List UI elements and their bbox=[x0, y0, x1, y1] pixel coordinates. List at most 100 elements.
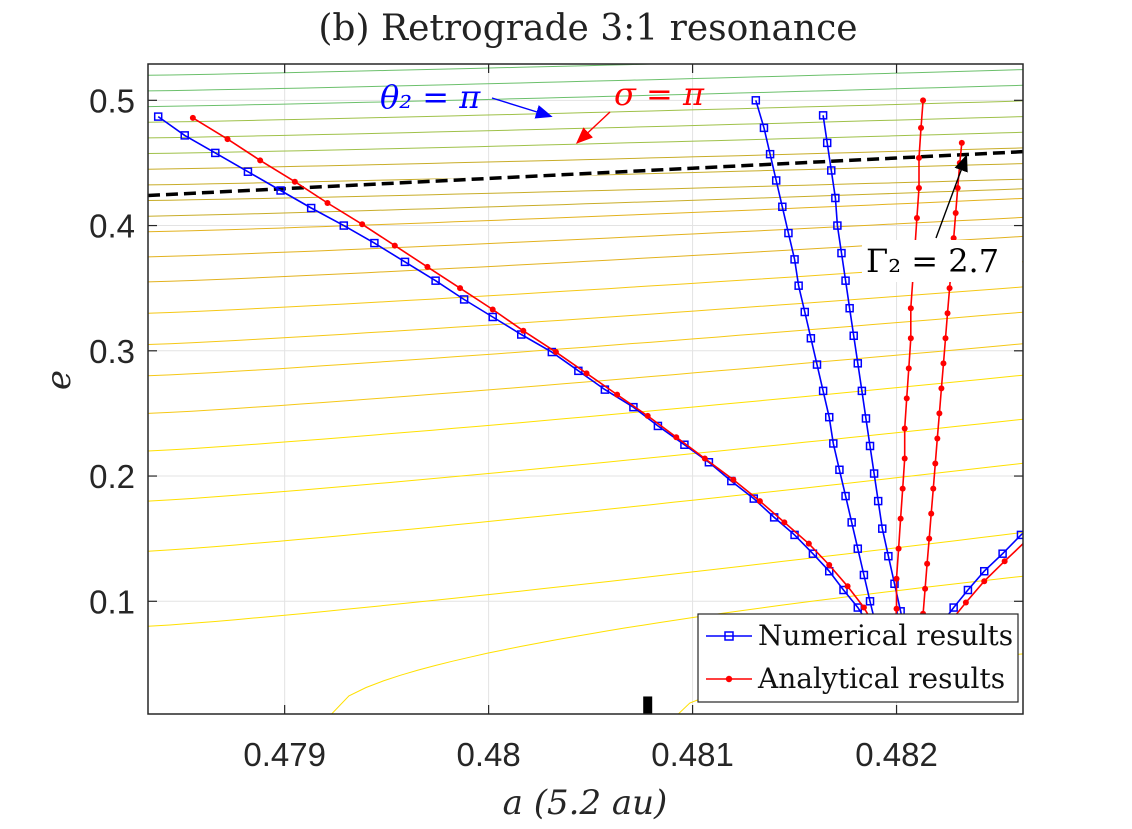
analytical-point bbox=[552, 349, 559, 356]
numerical-point bbox=[865, 441, 875, 451]
numerical-point bbox=[153, 112, 163, 121]
numerical-point bbox=[839, 585, 848, 595]
numerical-point bbox=[869, 469, 879, 478]
analytical-point bbox=[924, 560, 931, 567]
numerical-point bbox=[211, 148, 220, 158]
analytical-point bbox=[915, 184, 922, 191]
analytical-point bbox=[257, 157, 264, 164]
numerical-point bbox=[1038, 514, 1045, 521]
series-line-analytical bbox=[918, 142, 963, 664]
legend-analytical-marker bbox=[725, 675, 733, 683]
numerical-point bbox=[837, 248, 846, 258]
analytical-point bbox=[928, 510, 935, 517]
numerical-point bbox=[629, 402, 638, 412]
analytical-point bbox=[920, 97, 927, 104]
analytical-point bbox=[940, 360, 947, 367]
numerical-point bbox=[857, 386, 867, 396]
numerical-point bbox=[771, 176, 781, 185]
series-line-analytical bbox=[891, 100, 924, 668]
plot-frame bbox=[147, 63, 1024, 715]
x-axis-ticks: 0.479 0.48 0.481 0.482 bbox=[243, 64, 938, 773]
contour-line bbox=[148, 69, 1023, 92]
numerical-point bbox=[790, 255, 799, 264]
analytical-point bbox=[860, 604, 867, 611]
y-axis-ticks: 0.1 0.2 0.3 0.4 0.5 bbox=[89, 82, 1023, 620]
numerical-point bbox=[276, 186, 285, 195]
numerical-point bbox=[339, 221, 349, 230]
contour-line bbox=[148, 131, 1023, 154]
analytical-point bbox=[1128, 454, 1132, 460]
black-tick-mark bbox=[643, 696, 653, 714]
gamma-label-background bbox=[862, 240, 1022, 282]
analytical-point bbox=[903, 395, 910, 402]
contour-line bbox=[148, 531, 1023, 627]
numerical-point bbox=[949, 603, 958, 612]
chart-title: (b) Retrograde 3:1 resonance bbox=[318, 8, 857, 49]
contour-line bbox=[331, 575, 1023, 714]
numerical-point bbox=[765, 149, 775, 159]
numerical-point bbox=[835, 465, 844, 475]
analytical-point bbox=[936, 410, 943, 417]
analytical-point bbox=[520, 327, 527, 334]
analytical-point bbox=[291, 178, 298, 185]
contour-line bbox=[148, 216, 1023, 258]
analytical-point bbox=[756, 498, 763, 505]
analytical-point bbox=[922, 585, 929, 592]
analytical-point bbox=[730, 476, 737, 483]
legend-box bbox=[697, 613, 1019, 703]
x-tick-label: 0.479 bbox=[243, 736, 326, 773]
numerical-point bbox=[808, 549, 818, 558]
analytical-point bbox=[893, 575, 900, 582]
analytical-point bbox=[930, 485, 937, 492]
gamma-dashed-line bbox=[148, 149, 1023, 198]
y-tick-label: 0.1 bbox=[89, 583, 135, 620]
numerical-point bbox=[827, 166, 836, 175]
contour-line bbox=[148, 64, 670, 76]
gamma-line bbox=[148, 149, 1023, 198]
numerical-point bbox=[459, 295, 469, 304]
numerical-point bbox=[822, 138, 832, 148]
numerical-point bbox=[845, 303, 854, 313]
analytical-point bbox=[907, 335, 914, 342]
numerical-point bbox=[759, 123, 769, 133]
x-tick-label: 0.48 bbox=[457, 736, 521, 773]
analytical-point bbox=[1049, 517, 1055, 523]
numerical-point bbox=[998, 549, 1007, 558]
analytical-point bbox=[958, 139, 965, 146]
y-tick-label: 0.2 bbox=[89, 458, 135, 495]
numerical-point bbox=[884, 551, 893, 561]
numerical-point bbox=[963, 585, 973, 595]
analytical-point bbox=[905, 365, 912, 372]
numerical-point bbox=[1058, 495, 1065, 502]
contour-line bbox=[148, 462, 1023, 552]
theta-annotation: θ₂ = π bbox=[380, 78, 553, 119]
numerical-point bbox=[306, 203, 316, 213]
numerical-point bbox=[847, 518, 856, 527]
numerical-point bbox=[873, 496, 883, 506]
analytical-point bbox=[932, 460, 939, 467]
gamma-annotation-label: Γ₂ = 2.7 bbox=[866, 242, 999, 280]
y-tick-label: 0.4 bbox=[89, 208, 135, 245]
contour-line bbox=[148, 286, 1023, 345]
theta-annotation-label: θ₂ = π bbox=[380, 78, 481, 116]
contour-line bbox=[148, 84, 1023, 108]
analytical-point bbox=[224, 136, 231, 143]
analytical-point bbox=[956, 159, 963, 166]
numerical-point bbox=[1016, 530, 1023, 540]
numerical-point bbox=[800, 307, 810, 317]
analytical-point bbox=[673, 434, 680, 441]
analytical-point bbox=[324, 200, 331, 207]
analytical-point bbox=[844, 583, 851, 590]
analytical-point bbox=[926, 535, 933, 542]
analytical-point bbox=[805, 540, 812, 547]
analytical-point bbox=[913, 215, 920, 222]
analytical-point bbox=[893, 605, 900, 612]
contour-line bbox=[148, 197, 1023, 233]
y-axis-label: e bbox=[39, 370, 79, 390]
analytical-point bbox=[359, 221, 366, 228]
analytical-point bbox=[424, 263, 431, 270]
x-axis-label: a (5.2 au) bbox=[503, 783, 668, 823]
analytical-point bbox=[907, 305, 914, 312]
x-tick-label: 0.482 bbox=[855, 736, 938, 773]
